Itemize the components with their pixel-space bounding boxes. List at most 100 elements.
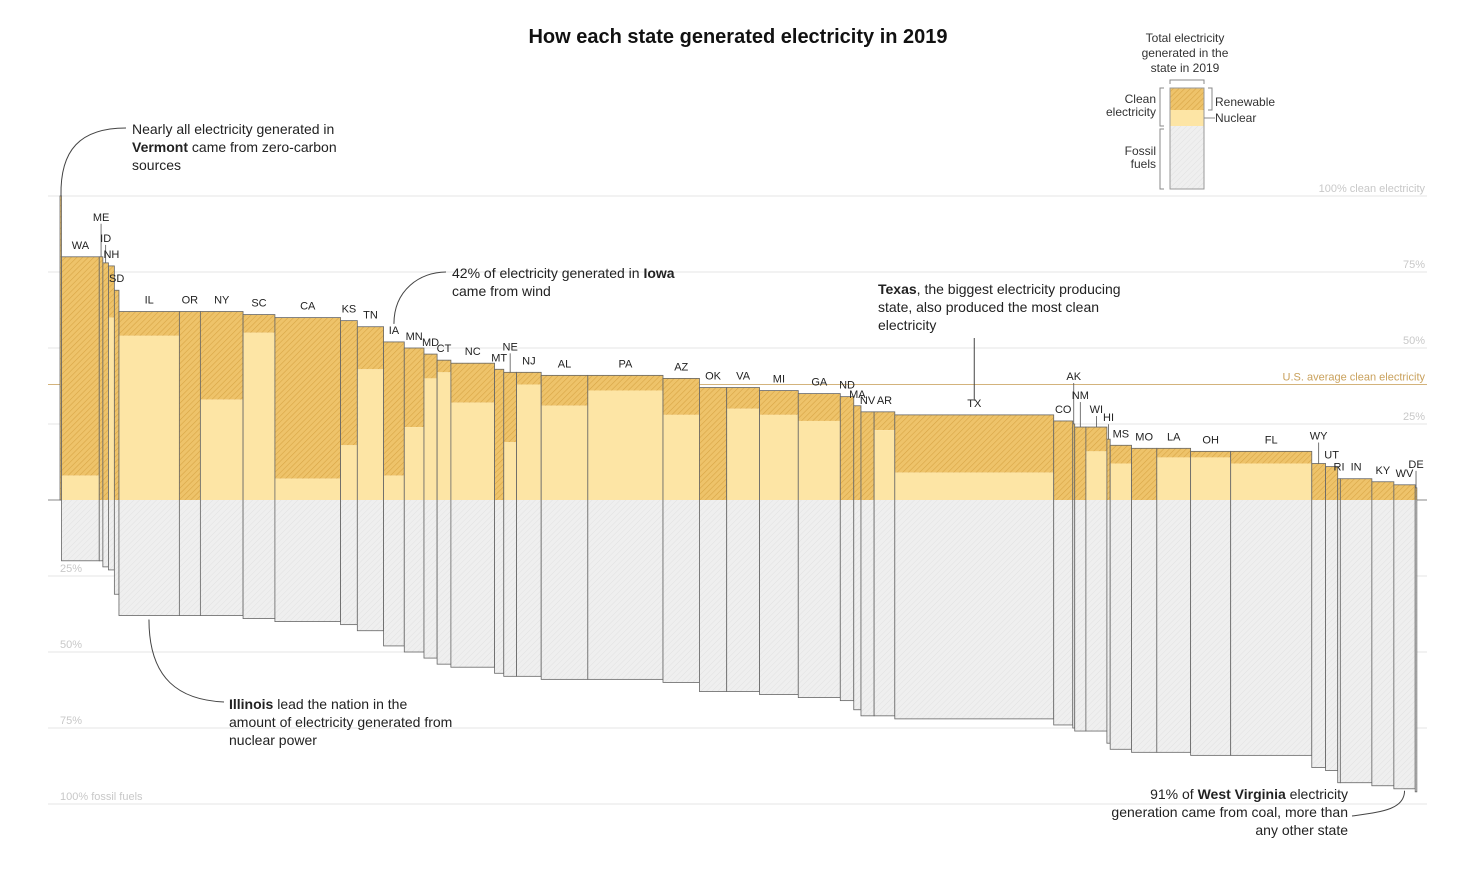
us-average-label: U.S. average clean electricity [1283,371,1426,383]
bar-fossil-ca [274,500,341,622]
state-label-nj: NJ [522,355,535,367]
bar-nuclear-sc [243,332,275,500]
state-label-az: AZ [674,361,688,373]
bar-nuclear-ar [874,430,895,500]
annotation-west-virginia: 91% of West Virginia electricity generat… [1108,785,1348,839]
annotation-vermont: Nearly all electricity generated in Verm… [132,120,367,174]
state-label-sc: SC [251,298,266,310]
grid-label-clean-75: 75% [1403,259,1425,271]
bar-renewable-hi [1106,439,1111,500]
grid-label-fossil-25: 25% [60,563,82,575]
state-label-ms: MS [1113,428,1130,440]
bar-renewable-ms [1110,445,1132,464]
legend-total-line3: state in 2019 [1151,61,1220,75]
state-label-ma: MA [849,389,866,401]
texas-note-bold: Texas [878,281,917,297]
bar-nuclear-fl [1230,463,1312,500]
vermont-note-pre: Nearly all electricity generated in [132,121,335,137]
bar-nuclear-wi [1085,451,1107,500]
bar-renewable-id [102,262,109,500]
bar-fossil-nc [450,500,495,668]
state-label-ks: KS [342,304,357,316]
bar-nuclear-pa [587,390,663,500]
bar-fossil-wy [1311,500,1326,768]
bar-nuclear-ne [503,442,517,500]
bar-renewable-de [1415,487,1417,500]
bar-fossil-nd [840,500,854,701]
bar-nuclear-oh [1190,457,1231,500]
bar-renewable-va [726,387,760,409]
legend-total-outline [1169,87,1205,190]
bar-fossil-il [118,500,180,616]
state-label-al: AL [558,358,571,370]
state-label-wa: WA [72,240,90,252]
leader-iowa [393,271,447,324]
bar-nuclear-tx [894,472,1054,500]
state-label-ia: IA [389,325,400,337]
bar-renewable-tx [894,414,1054,473]
state-label-co: CO [1055,404,1072,416]
state-label-ny: NY [214,295,230,307]
bar-renewable-ok [699,387,727,500]
bar-fossil-ok [699,500,727,692]
grid-label-clean-50: 50% [1403,335,1425,347]
state-label-wy: WY [1310,431,1328,443]
bar-renewable-il [118,311,180,336]
bar-nuclear-ms [1110,463,1132,500]
bar-nuclear-ct [437,372,451,500]
bar-fossil-ky [1371,500,1394,786]
legend-nuclear-swatch [1170,110,1204,126]
bar-fossil-id [102,500,109,567]
state-label-md: MD [422,337,439,349]
wv-note-bold: West Virginia [1197,786,1286,802]
bar-fossil-nh [108,500,115,570]
vermont-note-post: came from zero-carbon sources [132,139,337,173]
bar-fossil-wa [61,500,100,561]
state-label-il: IL [145,295,154,307]
state-label-la: LA [1167,431,1181,443]
legend-nuclear-label: Nuclear [1215,111,1256,125]
state-label-fl: FL [1265,434,1278,446]
bar-fossil-md [423,500,438,659]
bar-renewable-ri [1337,478,1341,500]
state-label-nh: NH [103,249,119,261]
bar-renewable-oh [1190,451,1231,458]
state-label-wi: WI [1090,404,1103,416]
illinois-note-bold: Illinois [229,696,274,712]
bar-fossil-wi [1085,500,1107,732]
bar-fossil-ia [383,500,405,646]
bar-fossil-ga [798,500,841,698]
bar-fossil-nm [1074,500,1086,732]
bar-fossil-ms [1110,500,1132,750]
bar-fossil-ny [200,500,244,616]
bar-renewable-co [1053,420,1073,500]
leader-vermont [60,127,127,197]
illinois-note-post: lead the nation in the amount of electri… [229,696,453,748]
bar-renewable-sd [114,290,119,500]
bar-fossil-mn [404,500,424,652]
state-label-ar: AR [877,395,892,407]
bar-renewable-ak [1072,424,1075,500]
iowa-note-bold: Iowa [643,265,675,281]
bar-fossil-pa [587,500,663,680]
bar-fossil-nj [516,500,542,677]
bar-renewable-nd [840,396,854,500]
vermont-note-bold: Vermont [132,139,189,155]
state-label-va: VA [736,371,751,383]
leader-illinois [148,619,225,703]
wv-note-pre: 91% of [1150,786,1198,802]
bar-renewable-mi [759,390,799,415]
state-label-ct: CT [437,343,452,355]
bar-renewable-ct [437,360,451,373]
grid-label-clean-100: 100% clean electricity [1319,183,1426,195]
bar-renewable-ma [853,405,861,500]
bar-nuclear-ks [340,445,358,500]
state-label-oh: OH [1202,434,1219,446]
legend-fossil-swatch [1170,126,1204,189]
grid-label-fossil-50: 50% [60,639,82,651]
legend-fossil-line1: Fossil [1125,144,1156,158]
state-label-nm: NM [1072,390,1089,402]
texas-note-post: , the biggest electricity producing stat… [878,281,1121,333]
bar-renewable-mo [1131,448,1157,500]
